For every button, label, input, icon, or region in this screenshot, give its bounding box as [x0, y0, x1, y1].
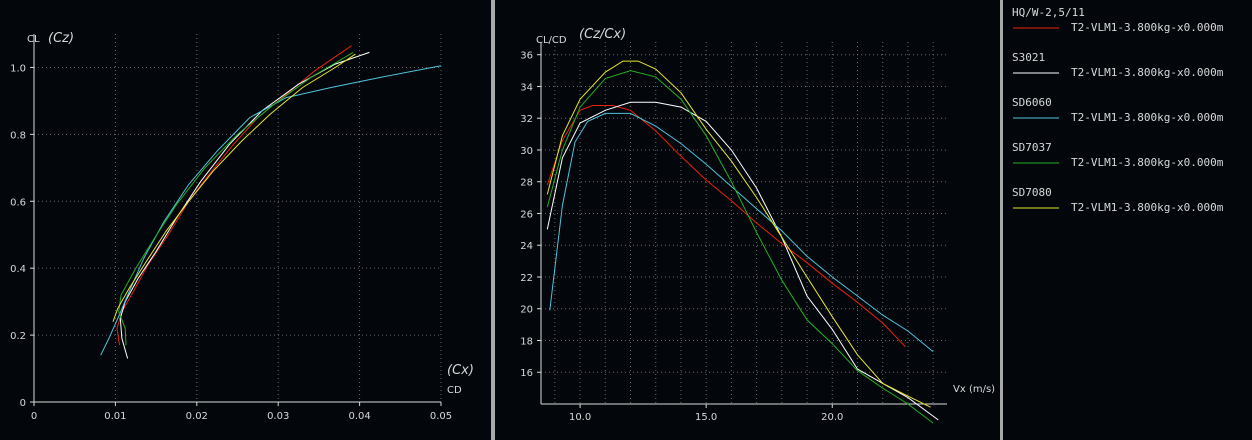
- cl-vs-cd-chart: 0 0.01 0.02 0.03 0.04 0.05 0 0.2 0.4 0.6 0.8 1.0 CL (…: [10, 31, 474, 422]
- y-tick-label: 36: [520, 51, 533, 62]
- series-line-sd7080: [112, 53, 356, 322]
- y-tick-label: 32: [520, 114, 533, 125]
- legend-series-label: T2-VLM1-3.800kg-x0.000m: [1071, 201, 1224, 214]
- x-tick-label: 10.0: [569, 412, 591, 423]
- x-tick-label: 0.05: [430, 411, 452, 422]
- y-axis-label: CL: [27, 34, 40, 45]
- series-line-sd6060: [100, 65, 442, 356]
- legend-series-label: T2-VLM1-3.800kg-x0.000m: [1071, 156, 1224, 169]
- legend-series-name: SD7037: [1012, 141, 1052, 154]
- y-tick-label: 28: [520, 178, 533, 189]
- y-tick-label: 30: [520, 146, 533, 157]
- series-group: [546, 60, 939, 424]
- x-tick-label: 0.04: [348, 411, 370, 422]
- y-tick-label: 0.4: [10, 264, 26, 275]
- y-tick-label: 24: [520, 241, 533, 252]
- x-tick-label: 0: [31, 411, 37, 422]
- legend-series-name: S3021: [1012, 51, 1045, 64]
- y-tick-label: 16: [520, 368, 533, 379]
- y-tick-label: 22: [520, 273, 533, 284]
- y-tick-label: 20: [520, 305, 533, 316]
- x-tick-label: 0.02: [186, 411, 208, 422]
- y-axis-label-alt: (Cz/Cx): [579, 27, 626, 42]
- x-tick-label: 0.03: [267, 411, 289, 422]
- y-axis-label-alt: (Cz): [48, 31, 74, 46]
- series-line-sd7037: [118, 51, 354, 346]
- series-line-sd7037: [546, 70, 934, 424]
- legend-entry: SD7037 T2-VLM1-3.800kg-x0.000m: [1012, 141, 1224, 169]
- y-tick-label: 26: [520, 209, 533, 220]
- legend-series-label: T2-VLM1-3.800kg-x0.000m: [1071, 111, 1224, 124]
- series-line-sd6060: [549, 112, 934, 352]
- y-tick-label: 18: [520, 336, 533, 347]
- x-tick-label: 0.01: [104, 411, 126, 422]
- x-axis-label-alt: (Cx): [447, 363, 474, 378]
- legend-series-name: SD6060: [1012, 96, 1052, 109]
- x-tick-label: 15.0: [695, 412, 717, 423]
- legend: HQ/W-2,5/11 T2-VLM1-3.800kg-x0.000m S3021 T…: [1012, 6, 1224, 214]
- legend-series-label: T2-VLM1-3.800kg-x0.000m: [1071, 21, 1224, 34]
- series-line-sd7080: [546, 60, 931, 408]
- legend-series-label: T2-VLM1-3.800kg-x0.000m: [1071, 66, 1224, 79]
- series-line-s3021: [119, 51, 370, 359]
- series-line-s3021: [546, 101, 939, 421]
- legend-series-name: HQ/W-2,5/11: [1012, 6, 1085, 19]
- y-tick-label: 1.0: [10, 63, 26, 74]
- legend-panel: HQ/W-2,5/11 T2-VLM1-3.800kg-x0.000m S3021 T…: [1003, 0, 1252, 440]
- legend-series-name: SD7080: [1012, 186, 1052, 199]
- legend-entry: HQ/W-2,5/11 T2-VLM1-3.800kg-x0.000m: [1012, 6, 1224, 34]
- glide-ratio-chart-panel: 10.0 15.0 20.0 16 18 20 22 24 26 28 30 32 34 36 CL/CD (…: [495, 0, 1000, 440]
- y-tick-label: 34: [520, 82, 533, 93]
- y-tick-label: 0.6: [10, 197, 26, 208]
- legend-entry: SD7080 T2-VLM1-3.800kg-x0.000m: [1012, 186, 1224, 214]
- series-line-hq-w-2-5-11: [546, 105, 906, 348]
- y-tick-label: 0.8: [10, 130, 26, 141]
- y-axis-label: CL/CD: [536, 35, 567, 46]
- legend-entry: SD6060 T2-VLM1-3.800kg-x0.000m: [1012, 96, 1224, 124]
- x-axis-label: Vx (m/s): [953, 384, 995, 395]
- polar-chart-panel: 0 0.01 0.02 0.03 0.04 0.05 0 0.2 0.4 0.6 0.8 1.0 CL (…: [0, 0, 491, 440]
- y-tick-label: 0: [20, 398, 26, 409]
- legend-entry: S3021 T2-VLM1-3.800kg-x0.000m: [1012, 51, 1224, 79]
- x-tick-label: 20.0: [821, 412, 843, 423]
- y-tick-label: 0.2: [10, 331, 26, 342]
- x-axis-label: CD: [447, 385, 462, 396]
